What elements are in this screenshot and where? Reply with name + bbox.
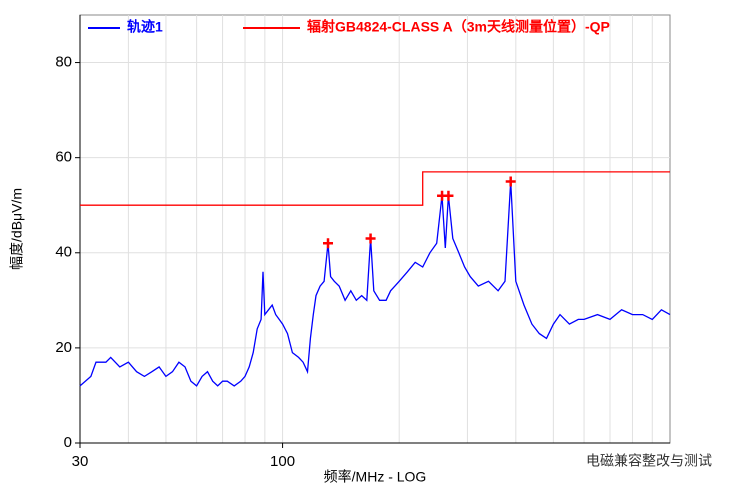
y-tick-label: 80 bbox=[55, 54, 72, 71]
legend-label: 轨迹1 bbox=[127, 19, 163, 35]
x-tick-label: 30 bbox=[72, 453, 89, 470]
x-tick-label: 100 bbox=[270, 453, 295, 470]
peak-marker bbox=[505, 176, 516, 187]
peak-marker bbox=[365, 233, 376, 244]
peak-marker bbox=[323, 238, 334, 249]
y-tick-label: 40 bbox=[55, 244, 72, 261]
y-axis-label: 幅度/dBμV/m bbox=[9, 188, 25, 270]
y-tick-label: 60 bbox=[55, 149, 72, 166]
peak-marker bbox=[443, 190, 454, 201]
legend-label: 辐射GB4824-CLASS A（3m天线测量位置）-QP bbox=[307, 19, 610, 35]
series-line bbox=[79, 181, 671, 387]
series-line bbox=[80, 171, 670, 206]
x-axis-label: 频率/MHz - LOG bbox=[324, 469, 427, 485]
y-tick-label: 0 bbox=[64, 434, 72, 451]
y-tick-label: 20 bbox=[55, 339, 72, 356]
watermark: 电磁兼容整改与测试 bbox=[586, 453, 712, 469]
plot-area bbox=[79, 14, 671, 444]
